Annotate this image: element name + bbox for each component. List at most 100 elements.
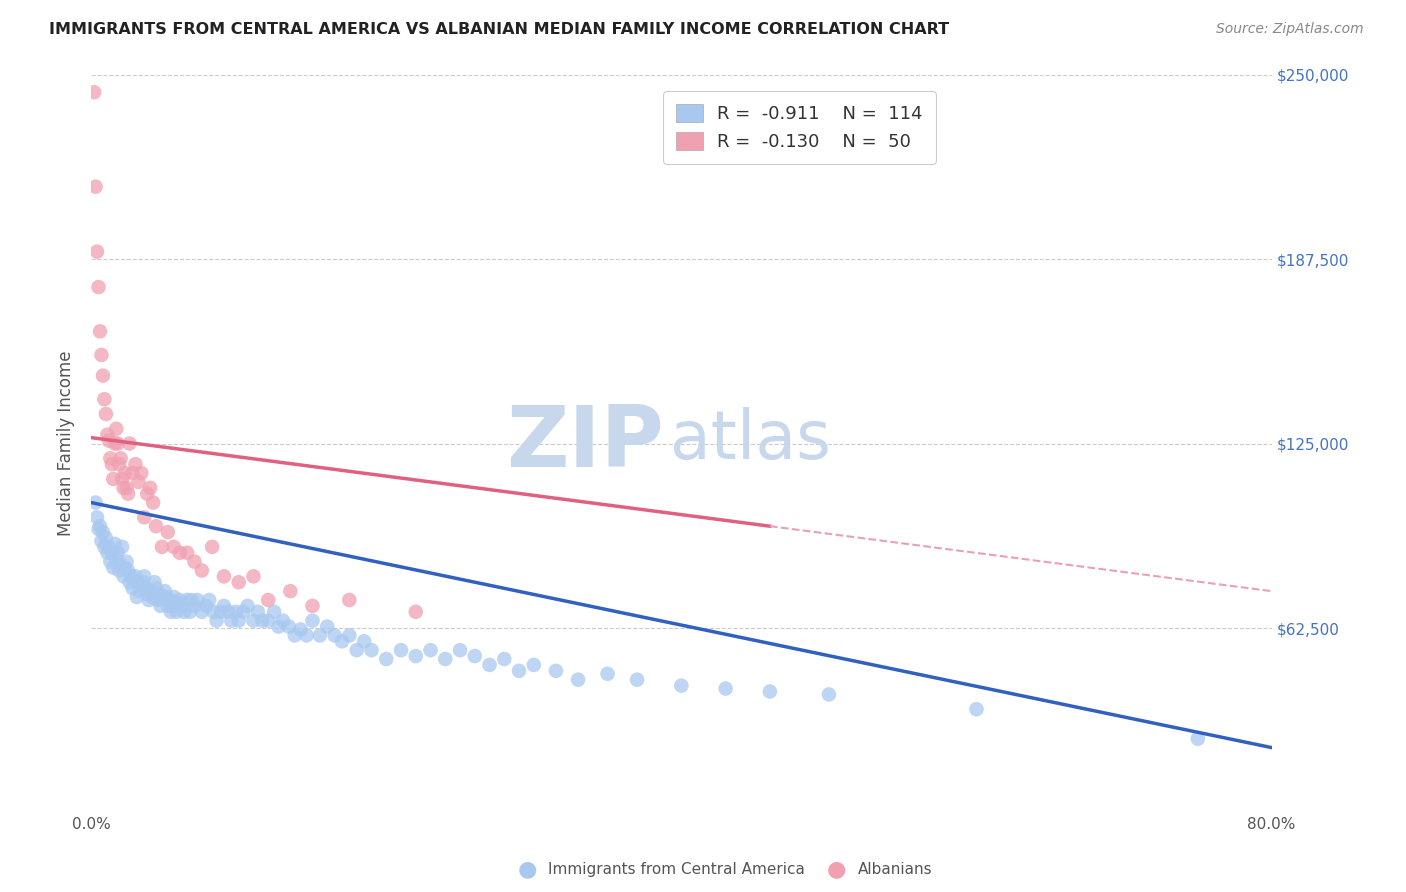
Point bbox=[198, 593, 221, 607]
Point bbox=[145, 519, 167, 533]
Point bbox=[176, 593, 198, 607]
Point bbox=[494, 652, 516, 666]
Point bbox=[169, 593, 191, 607]
Point bbox=[360, 643, 382, 657]
Point bbox=[201, 540, 224, 554]
Point bbox=[93, 392, 115, 407]
Point bbox=[173, 605, 195, 619]
Point bbox=[128, 584, 150, 599]
Text: Source: ZipAtlas.com: Source: ZipAtlas.com bbox=[1216, 22, 1364, 37]
Point bbox=[191, 564, 214, 578]
Point bbox=[115, 555, 138, 569]
Point bbox=[96, 546, 118, 560]
Point bbox=[818, 688, 841, 702]
Point bbox=[107, 546, 129, 560]
Point bbox=[337, 593, 360, 607]
Point bbox=[263, 605, 285, 619]
Point bbox=[114, 560, 136, 574]
Point bbox=[165, 596, 187, 610]
Text: IMMIGRANTS FROM CENTRAL AMERICA VS ALBANIAN MEDIAN FAMILY INCOME CORRELATION CHA: IMMIGRANTS FROM CENTRAL AMERICA VS ALBAN… bbox=[49, 22, 949, 37]
Point bbox=[308, 628, 330, 642]
Point bbox=[90, 533, 112, 548]
Point bbox=[139, 481, 162, 495]
Point bbox=[232, 605, 254, 619]
Point bbox=[124, 457, 146, 471]
Point bbox=[138, 593, 160, 607]
Point bbox=[337, 628, 360, 642]
Point bbox=[135, 581, 157, 595]
Point bbox=[163, 590, 186, 604]
Point bbox=[301, 614, 323, 628]
Point bbox=[97, 540, 120, 554]
Point bbox=[104, 436, 127, 450]
Point bbox=[142, 590, 165, 604]
Text: Albanians: Albanians bbox=[858, 863, 932, 877]
Point bbox=[134, 569, 156, 583]
Point bbox=[163, 540, 186, 554]
Point bbox=[136, 486, 159, 500]
Legend: R =  -0.911    N =  114, R =  -0.130    N =  50: R = -0.911 N = 114, R = -0.130 N = 50 bbox=[664, 91, 935, 164]
Point bbox=[157, 593, 180, 607]
Point bbox=[101, 546, 124, 560]
Point bbox=[183, 599, 205, 613]
Point bbox=[221, 614, 243, 628]
Point bbox=[118, 575, 141, 590]
Point bbox=[84, 179, 107, 194]
Y-axis label: Median Family Income: Median Family Income bbox=[58, 351, 75, 536]
Point bbox=[127, 575, 149, 590]
Point bbox=[626, 673, 648, 687]
Point bbox=[110, 558, 132, 572]
Point bbox=[284, 628, 307, 642]
Point bbox=[290, 623, 312, 637]
Point bbox=[242, 614, 264, 628]
Point bbox=[176, 546, 198, 560]
Point bbox=[98, 451, 121, 466]
Point bbox=[114, 466, 136, 480]
Point bbox=[84, 495, 107, 509]
Point bbox=[449, 643, 471, 657]
Point bbox=[139, 584, 162, 599]
Point bbox=[131, 466, 153, 480]
Point bbox=[405, 649, 427, 664]
Point bbox=[91, 368, 114, 383]
Point bbox=[375, 652, 398, 666]
Point bbox=[96, 427, 118, 442]
Point bbox=[91, 525, 114, 540]
Point bbox=[148, 587, 170, 601]
Point bbox=[104, 537, 127, 551]
Point bbox=[228, 575, 250, 590]
Point bbox=[155, 590, 177, 604]
Point bbox=[132, 575, 155, 590]
Point bbox=[419, 643, 441, 657]
Point bbox=[523, 657, 546, 672]
Point bbox=[105, 551, 128, 566]
Point bbox=[405, 605, 427, 619]
Point bbox=[143, 575, 166, 590]
Point bbox=[191, 605, 214, 619]
Point bbox=[212, 599, 235, 613]
Point bbox=[567, 673, 589, 687]
Point bbox=[389, 643, 412, 657]
Point bbox=[353, 634, 375, 648]
Point bbox=[86, 510, 108, 524]
Point bbox=[242, 569, 264, 583]
Point bbox=[217, 605, 239, 619]
Point bbox=[180, 593, 202, 607]
Point bbox=[118, 436, 141, 450]
Point bbox=[87, 280, 110, 294]
Point bbox=[156, 599, 179, 613]
Point bbox=[464, 649, 486, 664]
Point bbox=[150, 540, 173, 554]
Point bbox=[111, 540, 134, 554]
Point bbox=[108, 564, 131, 578]
Point bbox=[103, 472, 125, 486]
Point bbox=[153, 584, 176, 599]
Point bbox=[252, 614, 274, 628]
Text: ●: ● bbox=[827, 860, 846, 880]
Point bbox=[166, 605, 188, 619]
Point bbox=[90, 348, 112, 362]
Point bbox=[150, 593, 173, 607]
Point bbox=[134, 510, 156, 524]
Point bbox=[94, 407, 117, 421]
Point bbox=[117, 564, 139, 578]
